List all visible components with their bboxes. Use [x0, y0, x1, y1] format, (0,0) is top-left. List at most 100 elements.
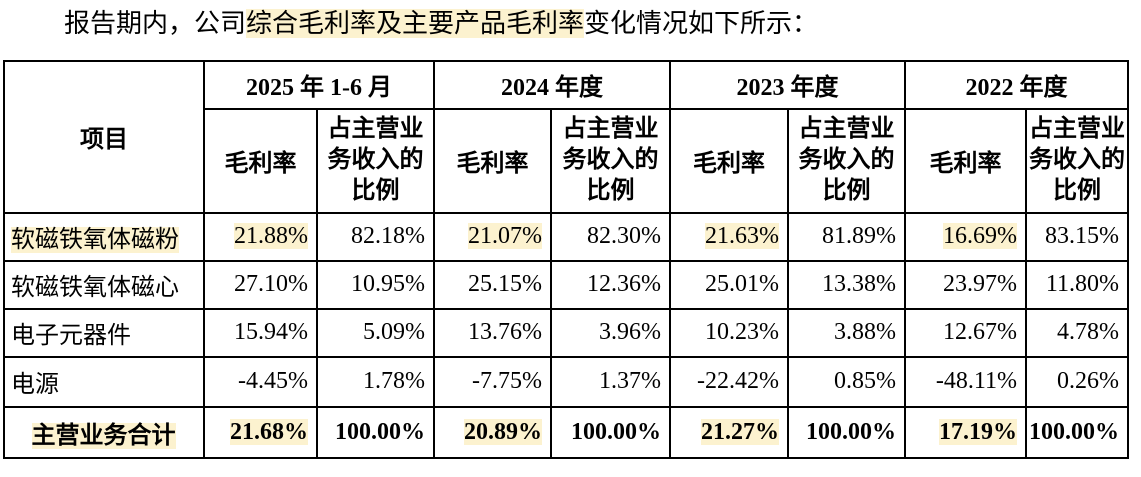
- value-cell: 20.89%: [433, 405, 552, 459]
- value-cell: 5.09%: [316, 307, 435, 358]
- subheader-margin-3: 毛利率: [904, 107, 1027, 214]
- value-cell: 13.38%: [787, 259, 906, 310]
- value-text: 23.97%: [943, 271, 1017, 297]
- value-text: 16.69%: [943, 223, 1017, 249]
- header-period-2: 2023 年度: [669, 59, 906, 110]
- value-cell: 27.10%: [203, 259, 318, 310]
- value-text: 5.09%: [363, 319, 425, 345]
- value-text: 10.95%: [351, 271, 425, 297]
- value-cell: -22.42%: [669, 355, 789, 408]
- value-text: 100.00%: [571, 418, 661, 445]
- value-cell: 12.36%: [550, 259, 671, 310]
- value-cell: 21.07%: [433, 211, 552, 262]
- value-cell: 17.19%: [904, 405, 1027, 459]
- value-text: 13.38%: [822, 271, 896, 297]
- value-cell: 25.15%: [433, 259, 552, 310]
- item-name: 电源: [11, 372, 59, 398]
- paragraph-title: 报告期内，公司综合毛利率及主要产品毛利率变化情况如下所示：: [64, 8, 1141, 41]
- value-text: 3.96%: [599, 319, 661, 345]
- value-cell: -48.11%: [904, 355, 1027, 408]
- value-text: 27.10%: [234, 271, 308, 297]
- value-text: 12.67%: [943, 319, 1017, 345]
- header-period-0: 2025 年 1-6 月: [203, 59, 435, 110]
- table-row: 软磁铁氧体磁心 27.10% 10.95% 25.15% 12.36% 25.01% 13.…: [3, 259, 1129, 310]
- value-cell: 100.00%: [787, 405, 906, 459]
- value-cell: 21.27%: [669, 405, 789, 459]
- item-name-cell: 主营业务合计: [3, 405, 205, 459]
- value-text: 21.88%: [234, 223, 308, 249]
- table-head: 项目 2025 年 1-6 月 2024 年度 2023 年度 2022 年度 毛利率 占主…: [3, 59, 1129, 214]
- item-name: 软磁铁氧体磁粉: [11, 227, 179, 253]
- subheader-revenue-share-2: 占主营业务收入的比例: [787, 107, 906, 214]
- value-text: -22.42%: [697, 368, 779, 394]
- value-text: 83.15%: [1045, 223, 1119, 249]
- title-prefix: 报告期内，公司: [64, 9, 247, 38]
- value-cell: 4.78%: [1025, 307, 1129, 358]
- value-cell: -4.45%: [203, 355, 318, 408]
- value-cell: 100.00%: [1025, 405, 1129, 459]
- header-period-1: 2024 年度: [433, 59, 671, 110]
- table-row-total: 主营业务合计 21.68% 100.00% 20.89% 100.00% 21.27% 10…: [3, 405, 1129, 459]
- item-name: 电子元器件: [11, 323, 131, 349]
- header-row-periods: 项目 2025 年 1-6 月 2024 年度 2023 年度 2022 年度: [3, 59, 1129, 214]
- value-cell: 21.88%: [203, 211, 318, 262]
- value-text: 21.07%: [468, 223, 542, 249]
- value-text: 100.00%: [1029, 418, 1119, 445]
- value-text: -7.75%: [472, 368, 542, 394]
- value-text: 12.36%: [587, 271, 661, 297]
- table-row: 电子元器件 15.94% 5.09% 13.76% 3.96% 10.23% 3.88% 12…: [3, 307, 1129, 358]
- item-name-cell: 电源: [3, 355, 205, 408]
- value-text: 25.01%: [705, 271, 779, 297]
- value-cell: 21.63%: [669, 211, 789, 262]
- value-text: -48.11%: [935, 368, 1017, 394]
- value-text: 25.15%: [468, 271, 542, 297]
- subheader-margin-0: 毛利率: [203, 107, 318, 214]
- item-name-cell: 软磁铁氧体磁心: [3, 259, 205, 310]
- value-text: 0.26%: [1057, 368, 1119, 394]
- value-cell: 100.00%: [316, 405, 435, 459]
- table-row: 电源 -4.45% 1.78% -7.75% 1.37% -22.42% 0.85% -48.…: [3, 355, 1129, 408]
- value-cell: 10.95%: [316, 259, 435, 310]
- table-body: 软磁铁氧体磁粉 21.88% 82.18% 21.07% 82.30% 21.63% 81.…: [3, 211, 1129, 459]
- value-text: 17.19%: [939, 418, 1017, 445]
- value-cell: 16.69%: [904, 211, 1027, 262]
- value-cell: 11.80%: [1025, 259, 1129, 310]
- value-cell: 1.78%: [316, 355, 435, 408]
- value-text: 21.27%: [701, 418, 779, 445]
- item-name-cell: 软磁铁氧体磁粉: [3, 211, 205, 262]
- value-text: 13.76%: [468, 319, 542, 345]
- value-cell: 13.76%: [433, 307, 552, 358]
- subheader-revenue-share-0: 占主营业务收入的比例: [316, 107, 435, 214]
- value-cell: 1.37%: [550, 355, 671, 408]
- value-text: 100.00%: [806, 418, 896, 445]
- value-text: 81.89%: [822, 223, 896, 249]
- value-text: -4.45%: [238, 368, 308, 394]
- item-name-cell: 电子元器件: [3, 307, 205, 358]
- subheader-margin-1: 毛利率: [433, 107, 552, 214]
- value-cell: 82.30%: [550, 211, 671, 262]
- value-cell: 23.97%: [904, 259, 1027, 310]
- value-cell: 10.23%: [669, 307, 789, 358]
- value-cell: 15.94%: [203, 307, 318, 358]
- subheader-revenue-share-3: 占主营业务收入的比例: [1025, 107, 1129, 214]
- value-text: 100.00%: [335, 418, 425, 445]
- header-item: 项目: [3, 59, 205, 214]
- table-row: 软磁铁氧体磁粉 21.88% 82.18% 21.07% 82.30% 21.63% 81.…: [3, 211, 1129, 262]
- value-cell: 21.68%: [203, 405, 318, 459]
- value-text: 21.68%: [230, 418, 308, 445]
- value-cell: 83.15%: [1025, 211, 1129, 262]
- value-cell: 3.96%: [550, 307, 671, 358]
- value-cell: 81.89%: [787, 211, 906, 262]
- value-text: 10.23%: [705, 319, 779, 345]
- value-text: 11.80%: [1045, 271, 1119, 297]
- value-text: 15.94%: [234, 319, 308, 345]
- value-cell: 12.67%: [904, 307, 1027, 358]
- header-period-3: 2022 年度: [904, 59, 1129, 110]
- value-cell: 25.01%: [669, 259, 789, 310]
- subheader-revenue-share-1: 占主营业务收入的比例: [550, 107, 671, 214]
- title-highlighted-text: 综合毛利率及主要产品毛利率: [246, 9, 585, 38]
- value-text: 4.78%: [1057, 319, 1119, 345]
- value-cell: 100.00%: [550, 405, 671, 459]
- value-text: 82.30%: [587, 223, 661, 249]
